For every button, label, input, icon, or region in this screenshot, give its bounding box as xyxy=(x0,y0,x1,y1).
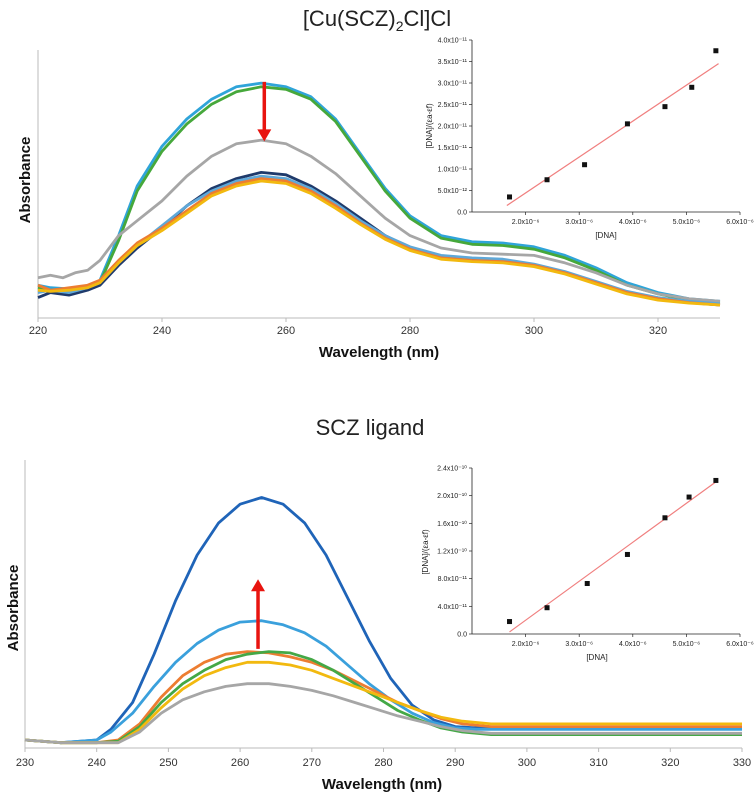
x-tick-label: 240 xyxy=(153,325,171,337)
series-line-navy xyxy=(37,171,721,307)
inset-x-tick-label: 5.0x10⁻⁶ xyxy=(673,219,701,226)
inset-data-point xyxy=(689,84,695,90)
inset-data-point xyxy=(544,177,550,183)
x-tick-label: 280 xyxy=(401,325,419,337)
x-tick-label: 290 xyxy=(446,757,464,769)
inset-data-point xyxy=(507,194,513,200)
series-line-teal xyxy=(37,81,721,303)
inset-data-point xyxy=(582,162,588,168)
inset-x-tick-label: 5.0x10⁻⁶ xyxy=(673,641,701,648)
bottom-inset-x-label: [DNA] xyxy=(586,653,607,662)
series-line-yellow xyxy=(37,179,721,307)
top-arrow xyxy=(257,81,272,142)
top-x-ticks: 220 240 260 280 300 320 xyxy=(29,318,667,337)
inset-y-tick-label: 5.0x10⁻¹² xyxy=(438,188,468,195)
bottom-arrow xyxy=(251,579,266,649)
inset-y-tick-label: 2.4x10⁻¹⁰ xyxy=(437,465,467,473)
inset-y-tick-label: 4.0x10⁻¹¹ xyxy=(438,604,468,611)
top-inset-x-label: [DNA] xyxy=(595,231,616,240)
inset-data-point xyxy=(624,551,630,557)
arrow-head xyxy=(257,129,272,142)
inset-fit-line xyxy=(509,481,717,633)
x-tick-label: 280 xyxy=(374,757,392,769)
inset-y-tick-label: 3.0x10⁻¹¹ xyxy=(438,81,468,88)
inset-data-point xyxy=(713,48,719,54)
arrow-head xyxy=(251,579,266,592)
inset-y-tick-label: 0.0 xyxy=(457,210,467,217)
top-inset-marks xyxy=(506,48,719,207)
x-tick-label: 320 xyxy=(661,757,679,769)
inset-y-tick-label: 2.0x10⁻¹¹ xyxy=(438,124,468,131)
x-tick-label: 330 xyxy=(733,757,751,769)
inset-y-tick-label: 3.5x10⁻¹¹ xyxy=(438,59,468,66)
series-line-orange xyxy=(37,177,721,307)
top-inset-y-label: [DNA]/(εa-εf) xyxy=(425,103,434,149)
inset-fit-line xyxy=(506,63,719,207)
x-tick-label: 320 xyxy=(649,325,667,337)
inset-y-tick-label: 1.5x10⁻¹¹ xyxy=(438,145,468,152)
top-x-axis-label: Wavelength (nm) xyxy=(319,344,439,361)
inset-y-tick-label: 1.2x10⁻¹⁰ xyxy=(437,548,467,556)
inset-y-tick-label: 8.0x10⁻¹¹ xyxy=(438,576,468,583)
inset-data-point xyxy=(584,581,590,587)
inset-x-tick-label: 2.0x10⁻⁶ xyxy=(512,641,540,648)
inset-data-point xyxy=(662,515,668,521)
bottom-inset-marks xyxy=(507,477,719,633)
bottom-y-axis-label: Absorbance xyxy=(5,565,22,652)
inset-x-tick-label: 3.0x10⁻⁶ xyxy=(565,219,593,226)
bottom-inset-y-label: [DNA]/(εa-εf) xyxy=(421,529,430,575)
bottom-inset: 2.0x10⁻⁶ 3.0x10⁻⁶ 4.0x10⁻⁶ 5.0x10⁻⁶ 6.0x10⁻⁶… xyxy=(421,465,754,663)
x-tick-label: 300 xyxy=(518,757,536,769)
bottom-x-ticks: 230 240 250 260 270 280 290 300 310 320 330 xyxy=(16,748,751,769)
inset-data-point xyxy=(624,121,630,127)
top-inset: 2.0x10⁻⁶ 3.0x10⁻⁶ 4.0x10⁻⁶ 5.0x10⁻⁶ 6.0x10⁻⁶… xyxy=(425,38,754,241)
x-tick-label: 240 xyxy=(88,757,106,769)
top-y-axis-label: Absorbance xyxy=(17,137,34,224)
top-chart-title: [Cu(SCZ)2Cl]Cl xyxy=(303,6,451,34)
bottom-series-lines xyxy=(24,496,742,745)
inset-data-point xyxy=(713,477,719,483)
bottom-chart-title: SCZ ligand xyxy=(316,415,425,440)
series-line-orange xyxy=(24,650,742,745)
inset-y-tick-label: 2.0x10⁻¹⁰ xyxy=(437,492,467,500)
x-tick-label: 260 xyxy=(277,325,295,337)
x-tick-label: 260 xyxy=(231,757,249,769)
series-line-green xyxy=(37,85,721,304)
inset-y-tick-label: 4.0x10⁻¹¹ xyxy=(438,38,468,45)
series-line-yellow xyxy=(24,660,742,745)
bottom-x-axis-label: Wavelength (nm) xyxy=(322,776,442,793)
x-tick-label: 270 xyxy=(303,757,321,769)
top-series-lines xyxy=(37,81,721,307)
inset-x-tick-label: 4.0x10⁻⁶ xyxy=(619,641,647,648)
inset-x-tick-label: 4.0x10⁻⁶ xyxy=(619,219,647,226)
inset-x-tick-label: 2.0x10⁻⁶ xyxy=(512,219,540,226)
series-line-teal xyxy=(24,619,742,745)
series-line-blue xyxy=(24,496,742,745)
inset-x-tick-label: 3.0x10⁻⁶ xyxy=(565,641,593,648)
bottom-panel: SCZ ligand 230 240 250 260 270 280 290 300 310 32… xyxy=(5,415,754,793)
series-line-gray xyxy=(37,138,721,303)
inset-data-point xyxy=(507,619,513,625)
x-tick-label: 250 xyxy=(159,757,177,769)
inset-y-tick-label: 2.5x10⁻¹¹ xyxy=(438,102,468,109)
x-tick-label: 310 xyxy=(589,757,607,769)
top-inset-ticks: 2.0x10⁻⁶ 3.0x10⁻⁶ 4.0x10⁻⁶ 5.0x10⁻⁶ 6.0x10⁻⁶… xyxy=(438,38,754,227)
series-line-gray xyxy=(24,682,742,745)
x-tick-label: 220 xyxy=(29,325,47,337)
inset-x-tick-label: 6.0x10⁻⁶ xyxy=(726,219,754,226)
bottom-inset-ticks: 2.0x10⁻⁶ 3.0x10⁻⁶ 4.0x10⁻⁶ 5.0x10⁻⁶ 6.0x10⁻⁶… xyxy=(437,465,754,649)
inset-x-tick-label: 6.0x10⁻⁶ xyxy=(726,641,754,648)
x-tick-label: 300 xyxy=(525,325,543,337)
inset-data-point xyxy=(662,104,668,110)
inset-data-point xyxy=(544,605,550,611)
inset-y-tick-label: 1.6x10⁻¹⁰ xyxy=(437,520,467,528)
top-panel: [Cu(SCZ)2Cl]Cl 220 240 260 280 300 320 Wavele… xyxy=(17,6,754,361)
x-tick-label: 230 xyxy=(16,757,34,769)
inset-data-point xyxy=(686,494,692,500)
inset-y-tick-label: 0.0 xyxy=(457,632,467,639)
inset-y-tick-label: 1.0x10⁻¹¹ xyxy=(438,167,468,174)
